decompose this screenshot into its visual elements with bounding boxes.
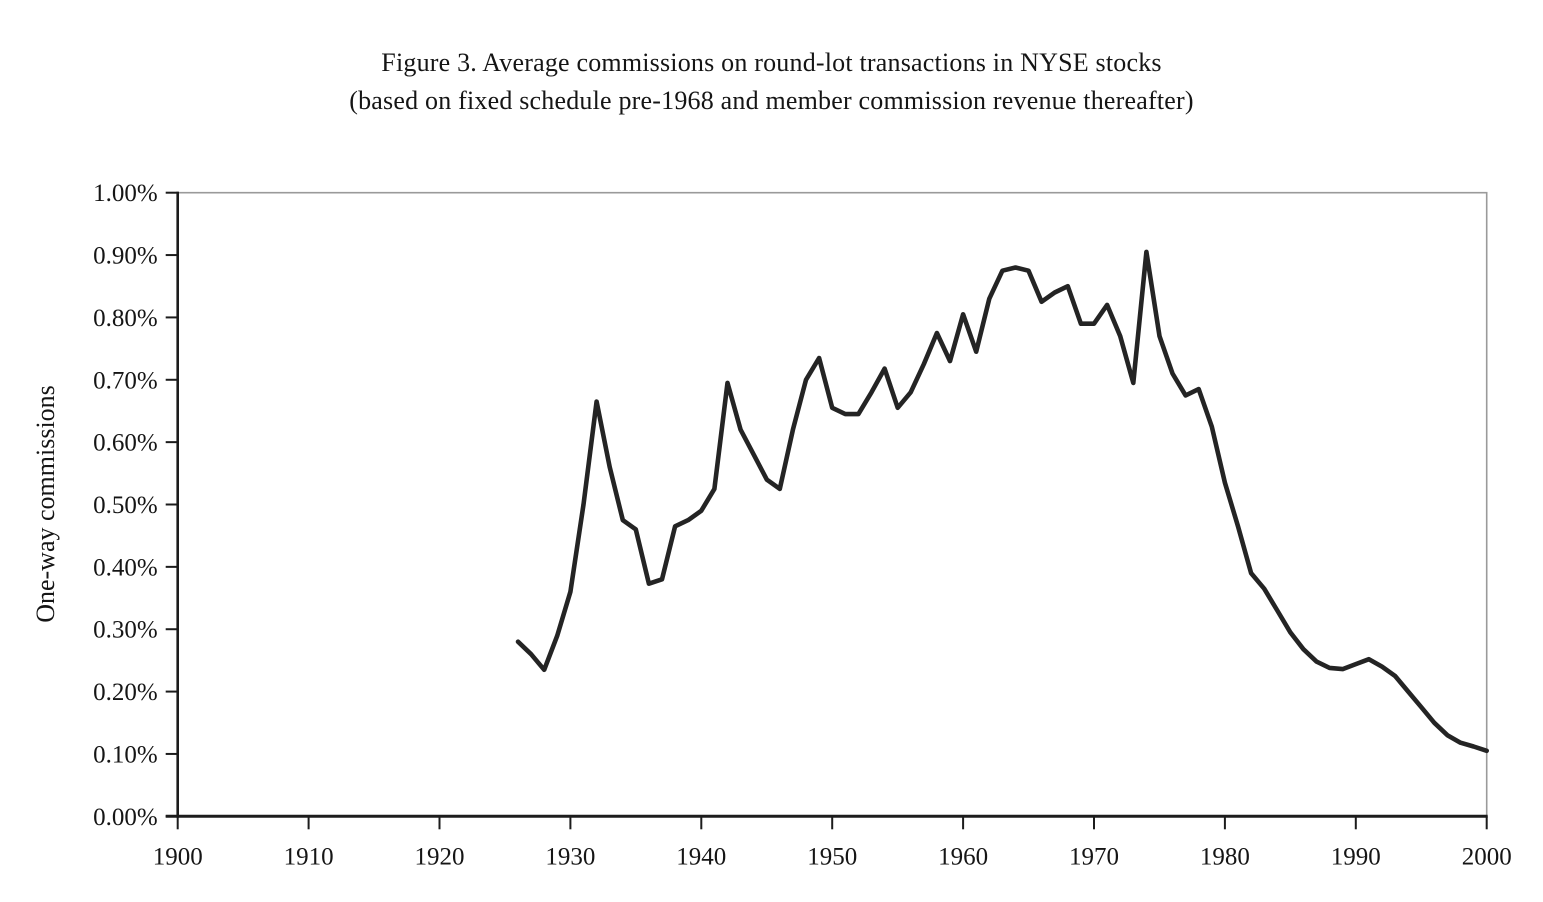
y-tick-label: 0.00% [93,804,158,831]
y-tick-label: 0.20% [93,679,158,706]
figure-subtitle: (based on fixed schedule pre-1968 and me… [349,86,1194,115]
figure-title: Figure 3. Average commissions on round-l… [381,48,1162,77]
x-tick-label: 1960 [938,843,988,870]
x-tick-label: 1910 [284,843,334,870]
x-tick-label: 1900 [153,843,203,870]
plot-frame [176,191,1488,818]
y-tick-label: 0.10% [93,741,158,768]
x-tick-label: 2000 [1462,843,1512,870]
y-tick-label: 0.80% [93,305,158,332]
y-tick-label: 1.00% [93,180,158,207]
x-tick-label: 1940 [676,843,726,870]
x-tick-label: 1950 [807,843,857,870]
commission-series-line [515,249,1489,754]
y-tick-label: 0.40% [93,554,158,581]
x-tick-label: 1990 [1331,843,1381,870]
x-tick-label: 1980 [1200,843,1250,870]
y-tick-label: 0.90% [93,243,158,270]
y-tick-label: 0.30% [93,617,158,644]
y-tick-label: 0.50% [93,492,158,519]
figure-title-block: Figure 3. Average commissions on round-l… [0,44,1543,120]
x-tick-label: 1920 [415,843,465,870]
y-tick-label: 0.60% [93,430,158,457]
x-tick-label: 1930 [545,843,595,870]
x-tick-label: 1970 [1069,843,1119,870]
y-tick-label: 0.70% [93,367,158,394]
